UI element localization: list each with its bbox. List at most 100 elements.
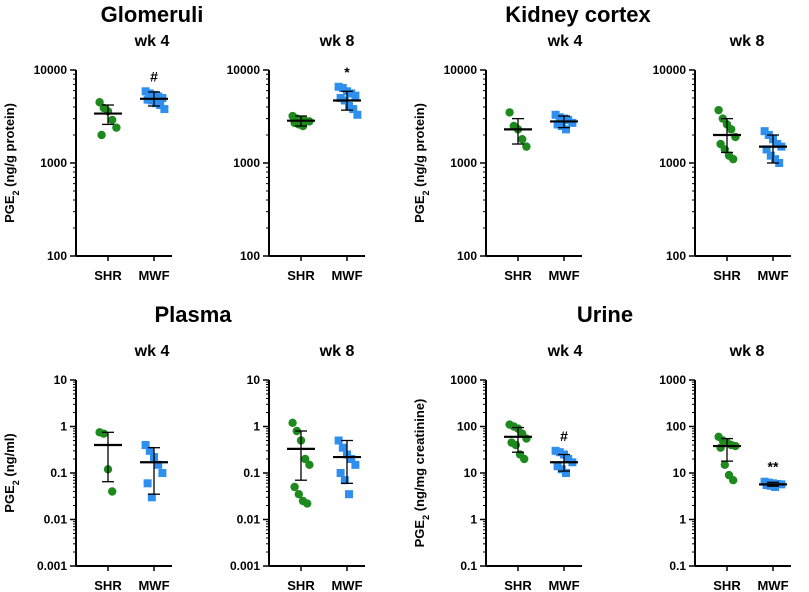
- point-mwf: [557, 465, 566, 474]
- point-mwf: [555, 448, 564, 457]
- point-shr: [99, 429, 109, 438]
- point-mwf: [353, 110, 362, 119]
- point-shr: [303, 499, 312, 508]
- group-title-1: Kidney cortex: [505, 2, 651, 27]
- ylabel-prefix: PGE: [2, 485, 17, 513]
- y-tick-label: 10000: [444, 63, 478, 77]
- point-shr: [97, 130, 106, 140]
- point-mwf: [145, 89, 154, 98]
- point-shr: [714, 105, 723, 115]
- panel-title: wk 4: [547, 33, 583, 50]
- y-tick-label: 100: [666, 420, 686, 434]
- x-tick-label-shr: SHR: [287, 578, 315, 592]
- y-tick-label: 100: [457, 249, 477, 263]
- y-tick-label: 10000: [653, 63, 687, 77]
- y-tick-label: 1000: [659, 156, 686, 170]
- point-mwf: [334, 436, 343, 445]
- point-mwf: [771, 482, 779, 491]
- point-mwf: [351, 91, 360, 100]
- point-mwf: [145, 446, 154, 455]
- panel-title: wk 8: [319, 33, 355, 50]
- ylabel-prefix: PGE: [412, 195, 427, 223]
- x-tick-label-shr: SHR: [504, 268, 532, 283]
- y-tick-label: 1: [60, 420, 67, 434]
- point-mwf: [351, 460, 360, 469]
- panel-0: wk 4 100 1000 10000 SHR MWF #: [34, 33, 172, 283]
- panel-1: wk 8 100 1000 10000 SHR MWF *: [227, 33, 365, 283]
- y-axis-label-0: PGE2 (ng/g protein): [2, 103, 21, 223]
- ylabel-subscript: 2: [11, 480, 21, 485]
- x-tick-label-mwf: MWF: [138, 578, 169, 592]
- point-mwf: [156, 101, 165, 110]
- point-mwf: [553, 462, 562, 471]
- y-tick-label: 100: [457, 420, 477, 434]
- y-tick-label: 100: [666, 249, 686, 263]
- point-mwf: [564, 455, 573, 464]
- point-mwf: [158, 469, 167, 477]
- point-mwf: [147, 493, 156, 502]
- point-mwf: [562, 469, 570, 477]
- y-tick-label: 1000: [40, 156, 67, 170]
- point-shr: [729, 154, 738, 164]
- y-tick-label: 0.001: [37, 559, 67, 573]
- y-tick-label: 0.1: [669, 559, 686, 573]
- point-shr: [716, 443, 725, 452]
- y-tick-label: 10: [247, 373, 261, 387]
- point-mwf: [562, 125, 570, 134]
- point-mwf: [775, 159, 784, 167]
- point-mwf: [555, 113, 564, 122]
- panel-2: wk 4 100 1000 10000 SHR MWF: [444, 33, 583, 283]
- panel-title: wk 4: [134, 343, 170, 360]
- ylabel-subscript: 2: [421, 515, 431, 520]
- point-shr: [727, 125, 736, 134]
- point-mwf: [338, 443, 347, 452]
- y-tick-label: 1000: [659, 373, 686, 387]
- point-mwf: [568, 118, 577, 127]
- point-mwf: [564, 115, 573, 124]
- y-tick-label: 10: [464, 466, 478, 480]
- ylabel-prefix: PGE: [2, 195, 17, 223]
- significance-marker: *: [344, 64, 350, 80]
- y-tick-label: 0.01: [44, 513, 68, 527]
- point-mwf: [141, 87, 150, 96]
- y-axis-label-3: PGE2 (ng/mg creatinine): [412, 399, 431, 548]
- y-tick-label: 10000: [34, 63, 68, 77]
- point-shr: [112, 123, 121, 132]
- panel-title: wk 8: [729, 343, 765, 360]
- panel-7: wk 8 0.1 1 10 100 1000 SHR MWF **: [659, 343, 791, 592]
- point-mwf: [338, 84, 347, 93]
- panel-3: wk 8 100 1000 10000 SHR MWF: [653, 33, 791, 283]
- group-title-3: Urine: [577, 302, 633, 327]
- x-tick-label-mwf: MWF: [757, 578, 788, 592]
- point-mwf: [334, 82, 343, 91]
- ylabel-subscript: 2: [421, 190, 431, 195]
- point-shr: [290, 482, 299, 492]
- point-mwf: [154, 460, 163, 469]
- significance-marker: #: [150, 68, 158, 84]
- ylabel-subscript: 2: [11, 190, 21, 195]
- y-tick-label: 0.1: [50, 466, 67, 480]
- x-tick-label-mwf: MWF: [548, 578, 579, 592]
- point-shr: [520, 454, 529, 464]
- point-shr: [522, 142, 531, 151]
- y-tick-label: 0.01: [237, 513, 261, 527]
- point-mwf: [152, 99, 160, 108]
- x-tick-label-mwf: MWF: [548, 268, 579, 283]
- ylabel-prefix: PGE: [412, 520, 427, 548]
- y-tick-label: 10: [673, 466, 687, 480]
- ylabel-unit: (ng/mg creatinine): [412, 399, 427, 515]
- point-shr: [522, 434, 531, 443]
- x-tick-label-mwf: MWF: [331, 268, 362, 283]
- ylabel-unit: (ng/g protein): [412, 103, 427, 190]
- point-mwf: [347, 89, 356, 98]
- point-mwf: [773, 140, 782, 149]
- panel-title: wk 8: [319, 343, 355, 360]
- significance-marker: #: [560, 428, 568, 444]
- point-mwf: [154, 92, 163, 101]
- point-shr: [511, 440, 520, 450]
- panel-4: wk 4 0.001 0.01 0.1 1 10 SHR MWF: [37, 343, 172, 592]
- point-mwf: [345, 102, 353, 111]
- y-tick-label: 10000: [227, 63, 261, 77]
- y-tick-label: 1: [679, 513, 686, 527]
- point-mwf: [766, 151, 775, 160]
